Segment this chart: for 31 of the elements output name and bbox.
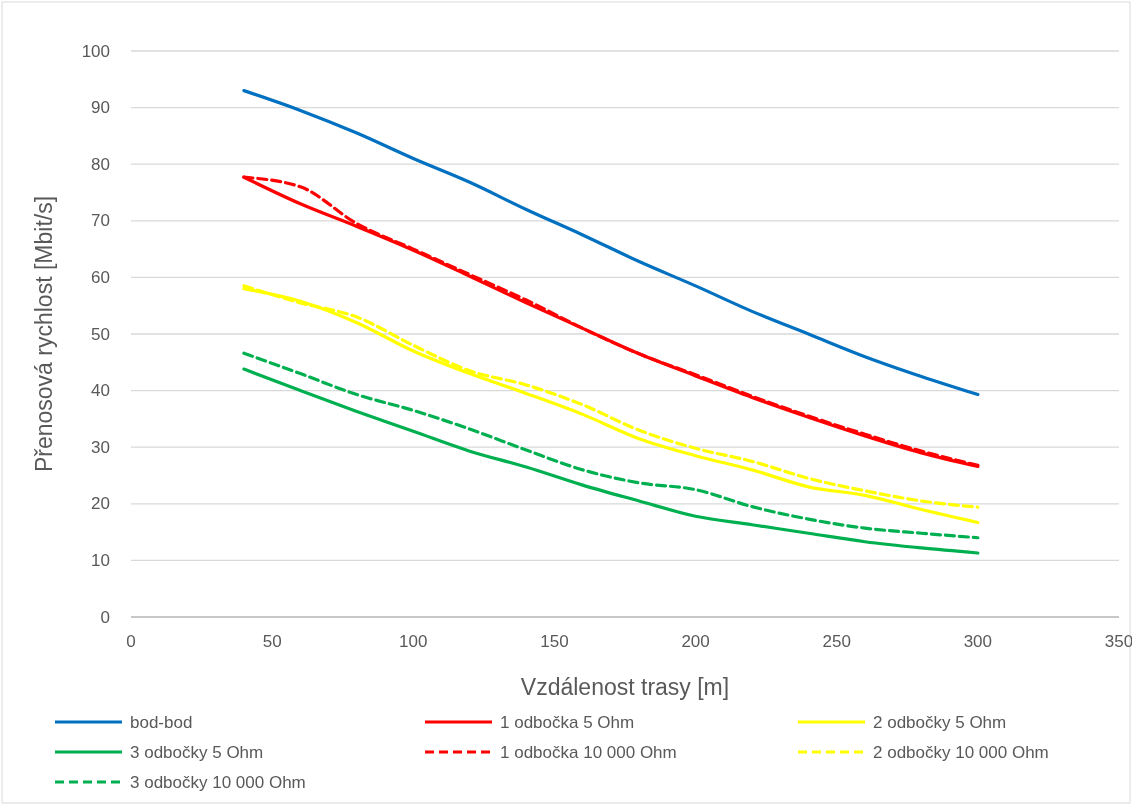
y-axis-title: Přenosová rychlost [Mbit/s] [31, 195, 57, 473]
y-tick-label: 60 [91, 267, 110, 287]
x-tick-label: 50 [262, 632, 282, 651]
y-tick-label: 10 [91, 550, 110, 570]
x-tick-label: 150 [540, 632, 569, 651]
x-axis-title: Vzdálenost trasy [m] [520, 674, 730, 700]
y-tick-label: 20 [91, 494, 110, 514]
y-tick-label: 0 [100, 607, 110, 627]
x-tick-label: 350 [1104, 632, 1132, 651]
x-tick-label: 200 [681, 632, 710, 651]
legend-label: 2 odbočky 10 000 Ohm [873, 742, 1049, 762]
line-series [242, 89, 980, 397]
legend-label: 3 odbočky 5 Ohm [130, 742, 264, 762]
y-tick-label: 100 [81, 41, 110, 61]
legend-label: 1 odbočka 10 000 Ohm [500, 742, 677, 762]
legend-label: 1 odbočka 5 Ohm [500, 712, 635, 732]
line-series [242, 351, 980, 540]
y-tick-label: 40 [91, 381, 110, 401]
x-tick-label: 100 [399, 632, 428, 651]
legend-label: 2 odbočky 5 Ohm [873, 712, 1007, 732]
y-tick-label: 50 [91, 324, 110, 344]
y-tick-label: 80 [91, 154, 110, 174]
x-tick-label: 0 [126, 632, 136, 651]
x-tick-label: 250 [822, 632, 851, 651]
legend-label: 3 odbočky 10 000 Ohm [130, 772, 306, 792]
x-tick-label: 300 [963, 632, 993, 651]
legend-label: bod-bod [130, 712, 193, 732]
line-series [242, 367, 980, 555]
y-tick-label: 90 [91, 98, 110, 118]
y-tick-label: 30 [91, 437, 110, 457]
y-tick-label: 70 [91, 211, 110, 231]
